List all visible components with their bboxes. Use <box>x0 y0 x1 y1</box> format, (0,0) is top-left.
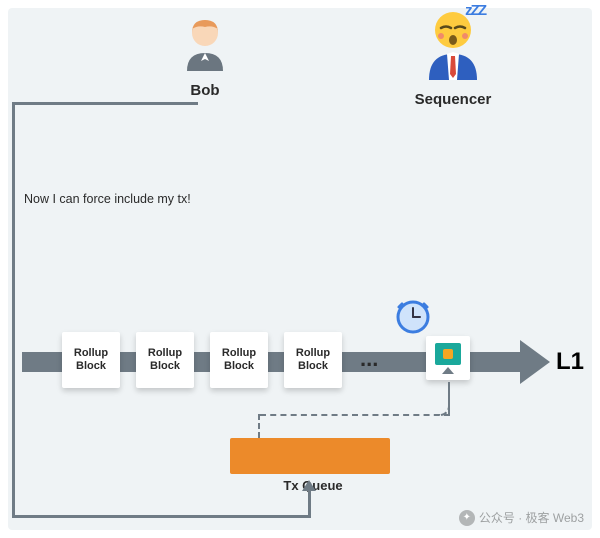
actor-sequencer: zZZ Sequencer <box>398 8 508 108</box>
bob-path <box>308 490 311 518</box>
sleep-zzz-icon: zZZ <box>465 2 485 19</box>
actor-bob-label: Bob <box>150 82 260 99</box>
bob-path <box>12 102 15 518</box>
ellipsis-icon: ... <box>360 346 378 372</box>
bob-avatar-icon <box>177 15 233 71</box>
rollup-block-label: Rollup Block <box>140 347 190 372</box>
bob-path <box>12 515 310 518</box>
wechat-icon: ✦ <box>459 510 475 526</box>
clock-icon <box>396 300 430 334</box>
dashed-connector <box>258 414 260 438</box>
up-triangle-icon <box>442 367 454 374</box>
actor-bob: Bob <box>150 15 260 99</box>
l1-label: L1 <box>556 348 584 376</box>
dashed-connector <box>260 414 450 416</box>
rollup-block: Rollup Block <box>136 332 194 388</box>
bob-speech-text: Now I can force include my tx! <box>24 192 191 206</box>
watermark-text: 公众号 · 极客 Web3 <box>479 509 584 526</box>
rollup-block-label: Rollup Block <box>214 347 264 372</box>
rollup-block-label: Rollup Block <box>66 347 116 372</box>
tx-icon <box>435 343 461 365</box>
rollup-block-label: Rollup Block <box>288 347 338 372</box>
bob-path <box>12 102 198 105</box>
forced-tx-card <box>426 336 470 380</box>
l1-arrowhead-icon <box>520 340 550 384</box>
rollup-block: Rollup Block <box>210 332 268 388</box>
watermark: ✦ 公众号 · 极客 Web3 <box>459 509 584 526</box>
rollup-block: Rollup Block <box>62 332 120 388</box>
bob-path-arrowhead-icon <box>302 480 316 491</box>
actor-sequencer-label: Sequencer <box>398 91 508 108</box>
tx-queue-box <box>230 438 390 474</box>
rollup-block: Rollup Block <box>284 332 342 388</box>
